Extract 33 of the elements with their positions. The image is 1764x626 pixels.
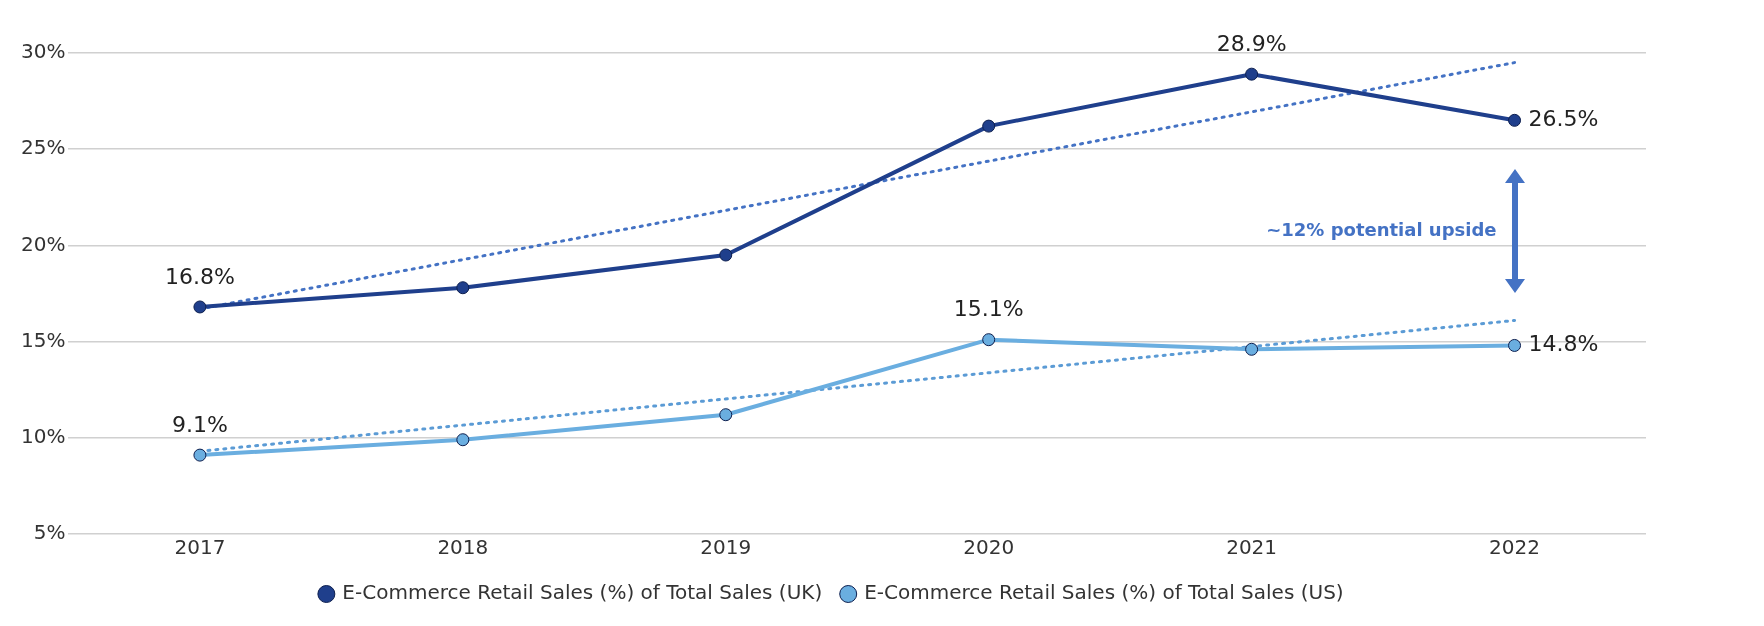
x-tick-label: 2018	[437, 535, 489, 560]
point	[1508, 113, 1522, 127]
data-label: 26.5%	[1528, 106, 1599, 132]
annotation: ~12% potential upside	[1266, 218, 1497, 240]
data-label: 28.9%	[1216, 30, 1287, 56]
point	[1245, 342, 1259, 356]
y-tick-label: 20%	[21, 231, 66, 256]
point	[982, 333, 996, 347]
point	[456, 433, 470, 447]
x-tick-label: 2017	[174, 535, 226, 560]
y-tick-label: 15%	[21, 327, 66, 352]
data-label: 14.8%	[1528, 331, 1599, 357]
y-tick-label: 30%	[21, 39, 66, 64]
y-tick-label: 10%	[21, 424, 66, 448]
y-tick-label: 5%	[33, 520, 66, 545]
x-tick-label: 2019	[700, 535, 752, 560]
legend-label: E-Commerce Retail Sales (%) of Total Sales (UK)	[342, 580, 823, 605]
data-label: 15.1%	[953, 296, 1024, 322]
point	[193, 300, 207, 314]
x-tick-label: 2021	[1226, 535, 1278, 560]
y-tick-label: 25%	[21, 135, 66, 160]
point	[193, 448, 207, 462]
data-label: 9.1%	[171, 411, 228, 437]
point	[456, 281, 470, 295]
legend-label: E-Commerce Retail Sales (%) of Total Sales (US)	[864, 580, 1344, 605]
x-tick-label: 2020	[963, 535, 1015, 560]
point	[1508, 338, 1522, 352]
point	[719, 248, 733, 262]
point	[1245, 67, 1259, 81]
data-label: 16.8%	[164, 263, 235, 289]
point	[982, 119, 996, 133]
x-tick-label: 2022	[1489, 535, 1540, 560]
point	[719, 408, 733, 422]
